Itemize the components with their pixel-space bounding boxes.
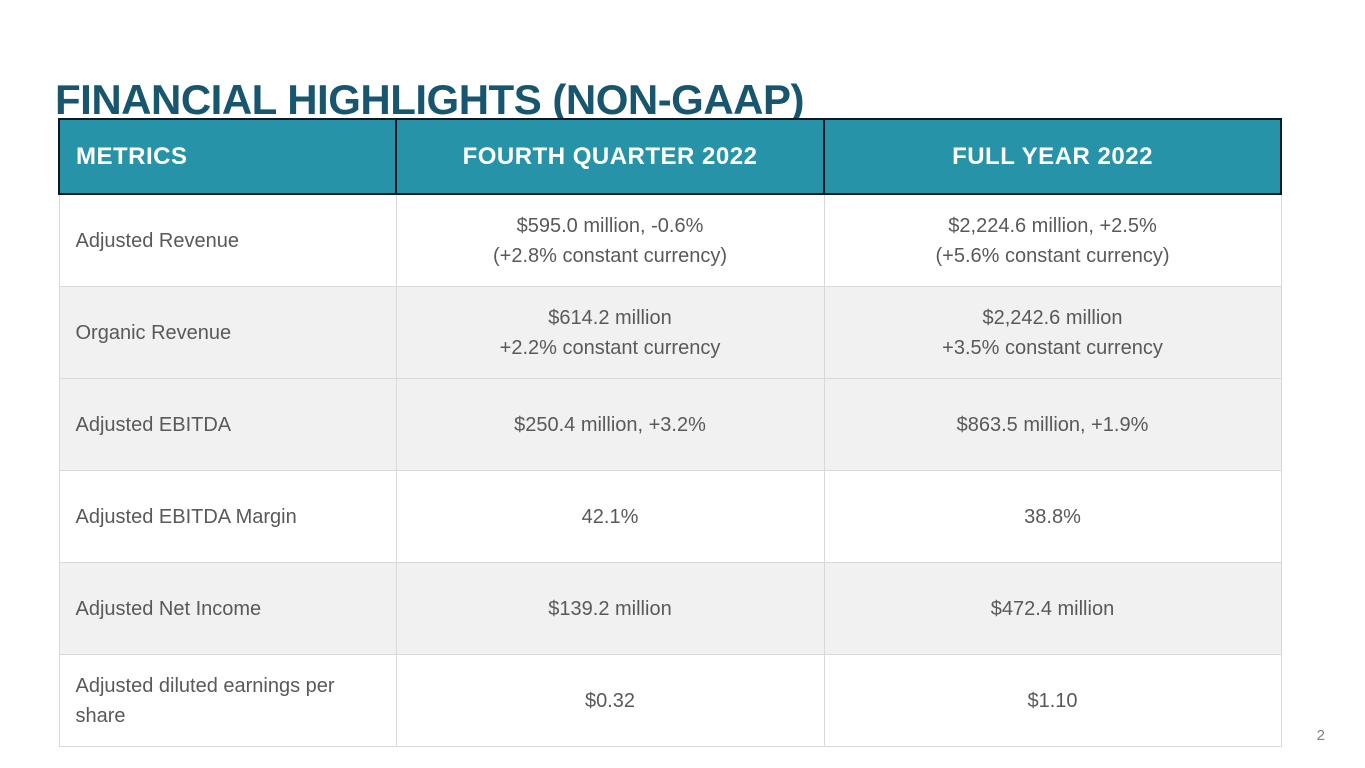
page-title: FINANCIAL HIGHLIGHTS (NON-GAAP) bbox=[55, 76, 805, 124]
q4-value-cell: 42.1% bbox=[395, 470, 825, 563]
table-header-row: METRICS FOURTH QUARTER 2022 FULL YEAR 20… bbox=[58, 118, 1282, 195]
table-row: Adjusted diluted earnings per share $0.32… bbox=[58, 654, 1282, 747]
column-header-metrics: METRICS bbox=[58, 118, 397, 195]
table-row: Organic Revenue $614.2 million +2.2% cons… bbox=[58, 286, 1282, 379]
table-header: METRICS FOURTH QUARTER 2022 FULL YEAR 20… bbox=[58, 118, 1282, 195]
table-body: Adjusted Revenue $595.0 million, -0.6% (+… bbox=[58, 193, 1282, 747]
q4-value-cell: $0.32 bbox=[395, 654, 825, 747]
fy-value-cell: $472.4 million bbox=[823, 562, 1282, 655]
fy-value-cell: $863.5 million, +1.9% bbox=[823, 378, 1282, 471]
metric-label-cell: Adjusted diluted earnings per share bbox=[58, 654, 397, 747]
table-row: Adjusted Revenue $595.0 million, -0.6% (+… bbox=[58, 193, 1282, 287]
column-header-fy-2022: FULL YEAR 2022 bbox=[823, 118, 1282, 195]
q4-value-cell: $614.2 million +2.2% constant currency bbox=[395, 286, 825, 379]
metric-label-cell: Adjusted EBITDA Margin bbox=[58, 470, 397, 563]
fy-value-cell: $2,224.6 million, +2.5% (+5.6% constant … bbox=[823, 193, 1282, 287]
table-row: Adjusted EBITDA Margin 42.1% 38.8% bbox=[58, 470, 1282, 563]
fy-value-cell: $1.10 bbox=[823, 654, 1282, 747]
metric-label-cell: Adjusted Net Income bbox=[58, 562, 397, 655]
table-row: Adjusted EBITDA $250.4 million, +3.2% $863… bbox=[58, 378, 1282, 471]
financial-highlights-table: METRICS FOURTH QUARTER 2022 FULL YEAR 20… bbox=[58, 118, 1282, 747]
metric-label-cell: Adjusted Revenue bbox=[58, 193, 397, 287]
q4-value-cell: $595.0 million, -0.6% (+2.8% constant cu… bbox=[395, 193, 825, 287]
metric-label-cell: Adjusted EBITDA bbox=[58, 378, 397, 471]
table-row: Adjusted Net Income $139.2 million $472.4 … bbox=[58, 562, 1282, 655]
metric-label-cell: Organic Revenue bbox=[58, 286, 397, 379]
page-number: 2 bbox=[1316, 727, 1325, 744]
column-header-q4-2022: FOURTH QUARTER 2022 bbox=[395, 118, 825, 195]
fy-value-cell: $2,242.6 million +3.5% constant currency bbox=[823, 286, 1282, 379]
q4-value-cell: $139.2 million bbox=[395, 562, 825, 655]
q4-value-cell: $250.4 million, +3.2% bbox=[395, 378, 825, 471]
fy-value-cell: 38.8% bbox=[823, 470, 1282, 563]
